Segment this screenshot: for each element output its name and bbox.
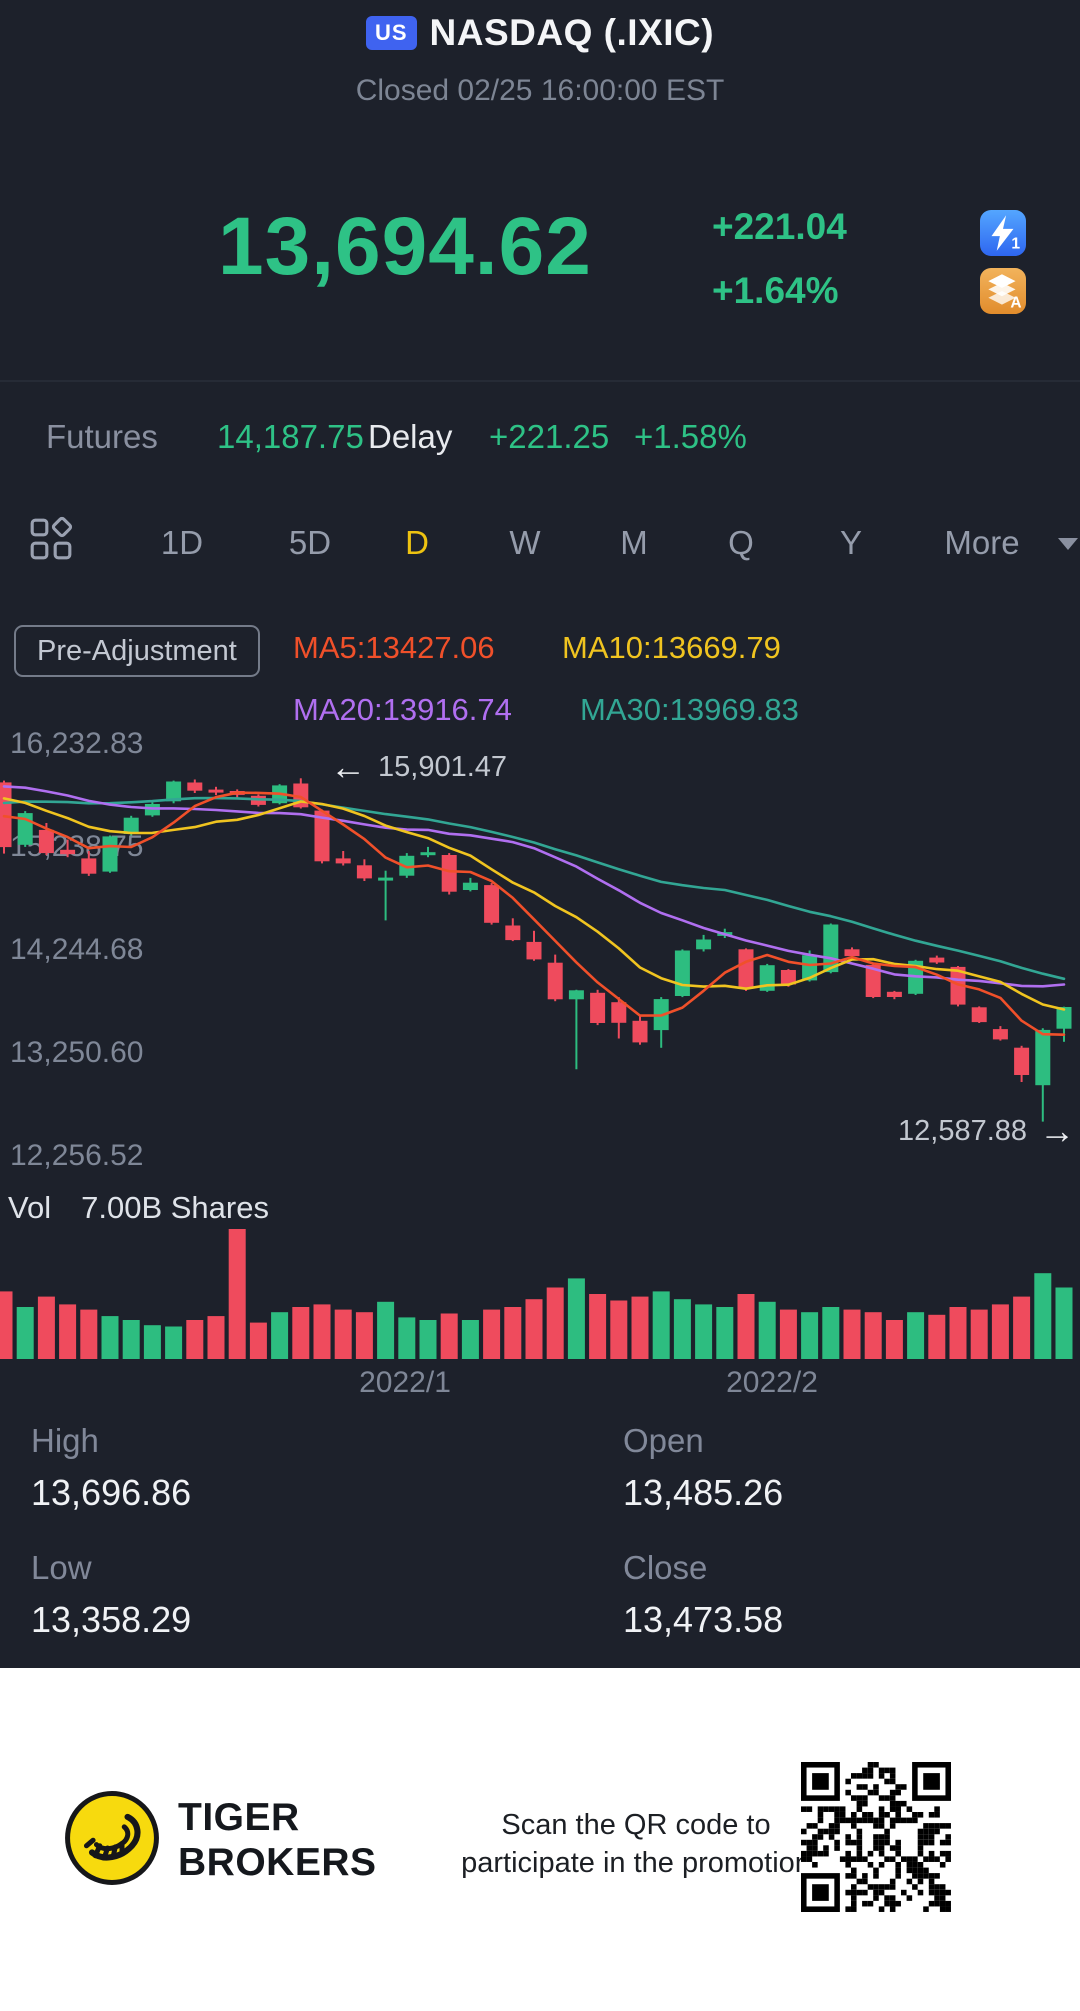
level-data-button[interactable]: A [980, 268, 1026, 314]
qr-code [801, 1762, 951, 1912]
price-change-pct: +1.64% [712, 270, 839, 311]
futures-label: Futures [46, 418, 158, 455]
stat-high: High 13,696.86 [31, 1422, 192, 1513]
futures-change-pct: +1.58% [634, 418, 747, 455]
svg-text:1: 1 [1011, 236, 1020, 253]
last-price: 13,694.62 [218, 201, 592, 292]
stat-close: Close 13,473.58 [623, 1549, 784, 1640]
pre-adjustment-toggle[interactable]: Pre-Adjustment [14, 625, 260, 677]
price-change: +221.04 [712, 206, 847, 247]
low-annotation: 12,587.88 → [898, 1110, 1076, 1151]
arrow-left-icon: ← [330, 746, 366, 787]
promo-text: Scan the QR code to participate in the p… [461, 1809, 811, 1879]
tab-5d[interactable]: 5D [288, 524, 332, 561]
ma20-label: MA20:13916.74 [293, 692, 512, 727]
y-axis-tick: 14,244.68 [10, 933, 144, 966]
chart-type-grid-button[interactable] [28, 516, 74, 567]
layers-icon: A [988, 274, 1022, 312]
volume-header: Vol 7.00B Shares [8, 1190, 269, 1226]
tiger-brokers-logo-icon [65, 1791, 159, 1885]
volume-chart[interactable] [0, 1225, 1080, 1359]
arrow-right-icon: → [1039, 1110, 1076, 1151]
page-title: NASDAQ (.IXIC) [429, 12, 715, 53]
tab-day[interactable]: D [405, 524, 429, 561]
stat-open: Open 13,485.26 [623, 1422, 784, 1513]
tab-quarter[interactable]: Q [728, 524, 754, 561]
svg-text:A: A [1010, 295, 1021, 312]
x-axis-tick: 2022/1 [359, 1366, 451, 1399]
section-divider [0, 380, 1080, 382]
promo-footer: TIGER BROKERS Scan the QR code to partic… [0, 1668, 1080, 2011]
tab-year[interactable]: Y [839, 524, 863, 561]
market-badge: US [365, 16, 417, 50]
y-axis-tick: 16,232.83 [10, 727, 144, 760]
y-axis-tick: 12,256.52 [10, 1139, 144, 1172]
tab-more[interactable]: More [944, 524, 1020, 561]
futures-change: +221.25 [489, 418, 610, 455]
ma10-label: MA10:13669.79 [562, 630, 781, 665]
flash-order-button[interactable]: 1 [980, 210, 1026, 256]
futures-price: 14,187.75 [217, 418, 364, 455]
ma30-label: MA30:13969.83 [580, 692, 799, 727]
tab-1d[interactable]: 1D [160, 524, 204, 561]
brand-name: TIGER BROKERS [178, 1796, 377, 1884]
x-axis-tick: 2022/2 [726, 1366, 818, 1399]
volume-label: Vol [8, 1190, 52, 1225]
tab-month[interactable]: M [620, 524, 648, 561]
chevron-down-icon[interactable] [1058, 538, 1078, 550]
price-change-block: +221.04 +1.64% [712, 208, 847, 309]
futures-delay-tag: Delay [368, 418, 453, 455]
y-axis-tick: 13,250.60 [10, 1036, 144, 1069]
tab-week[interactable]: W [509, 524, 541, 561]
volume-value: 7.00B Shares [81, 1190, 269, 1225]
header: US NASDAQ (.IXIC) [0, 12, 1080, 54]
ma5-label: MA5:13427.06 [293, 630, 495, 665]
candlestick-chart[interactable] [0, 718, 1080, 1175]
stat-low: Low 13,358.29 [31, 1549, 192, 1640]
market-status: Closed 02/25 16:00:00 EST [355, 74, 725, 107]
lightning-icon: 1 [991, 215, 1020, 253]
grid-layout-icon [30, 516, 73, 560]
high-annotation: ← 15,901.47 [330, 746, 508, 787]
